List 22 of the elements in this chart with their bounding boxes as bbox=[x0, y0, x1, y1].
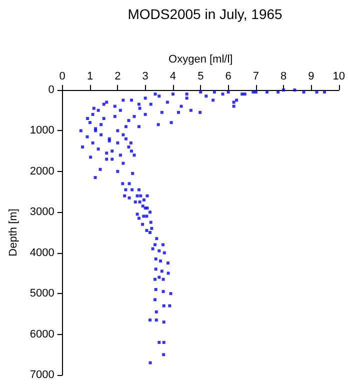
chart-title: MODS2005 in July, 1965 bbox=[128, 6, 283, 22]
x-tick-label: 3 bbox=[142, 70, 148, 82]
y-tick-label: 0 bbox=[48, 84, 54, 96]
y-tick-label: 1000 bbox=[30, 124, 54, 137]
x-tick-label: 0 bbox=[59, 70, 66, 82]
x-tick-label: 10 bbox=[332, 70, 346, 82]
x-tick-label: 4 bbox=[170, 70, 176, 82]
y-tick-label: 2000 bbox=[30, 165, 54, 178]
x-tick-label: 5 bbox=[198, 70, 204, 82]
x-tick-label: 2 bbox=[114, 70, 121, 82]
x-tick-label: 1 bbox=[86, 70, 94, 82]
y-tick-label: 3000 bbox=[30, 206, 54, 218]
x-tick-label: 8 bbox=[280, 70, 287, 82]
x-tick-label: 9 bbox=[308, 70, 314, 82]
y-tick-label: 5000 bbox=[30, 288, 54, 300]
y-axis-title: Depth [m] bbox=[8, 208, 20, 256]
x-tick-label: 6 bbox=[225, 70, 232, 82]
y-tick-label: 6000 bbox=[30, 328, 54, 340]
y-tick-label: 4000 bbox=[30, 246, 54, 259]
x-axis-title: Oxygen [ml/l] bbox=[168, 54, 233, 66]
x-tick-label: 7 bbox=[252, 70, 259, 82]
y-tick-label: 7000 bbox=[30, 369, 54, 381]
